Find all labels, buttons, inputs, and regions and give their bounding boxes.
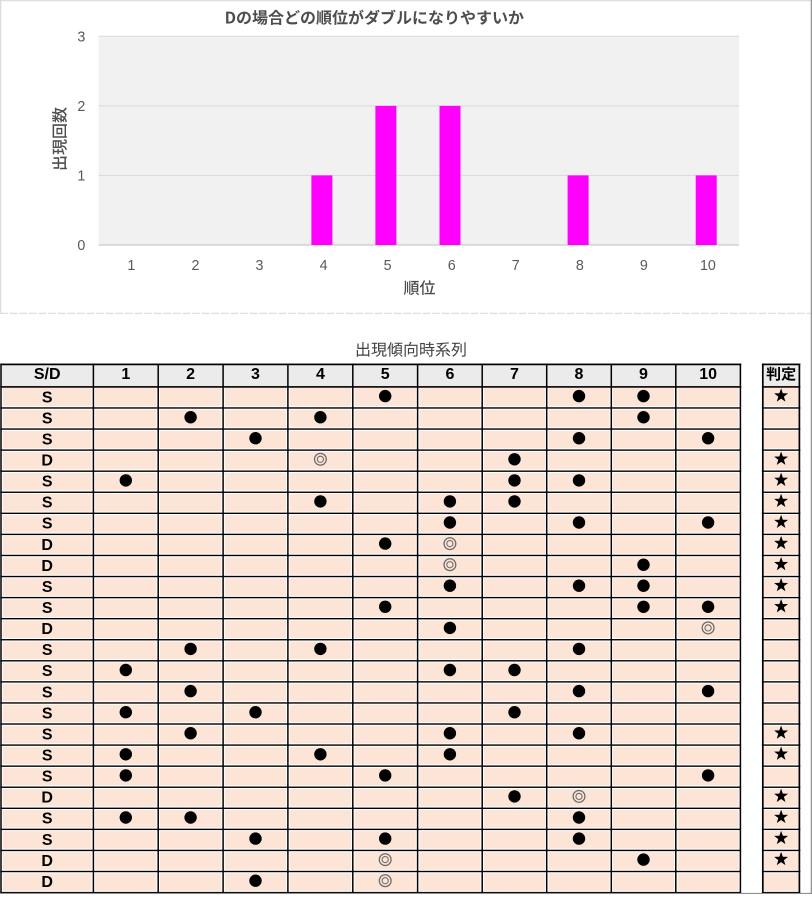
svg-text:3: 3 [256,258,264,274]
svg-text:S: S [42,726,53,743]
svg-text:S: S [42,431,53,448]
svg-text:9: 9 [640,258,648,274]
svg-text:D: D [41,558,53,575]
svg-text:2: 2 [186,366,195,383]
svg-text:10: 10 [699,366,717,383]
svg-text:S: S [42,410,53,427]
svg-text:9: 9 [639,366,648,383]
svg-text:S: S [42,389,53,406]
svg-text:6: 6 [448,258,456,274]
svg-text:3: 3 [251,366,260,383]
svg-text:S: S [42,832,53,849]
svg-text:S/D: S/D [34,366,61,383]
svg-text:D: D [41,537,53,554]
svg-text:S: S [42,811,53,828]
svg-text:10: 10 [700,258,716,274]
svg-text:S: S [42,748,53,765]
svg-text:S: S [42,642,53,659]
svg-text:0: 0 [77,238,85,254]
svg-text:1: 1 [127,258,135,274]
svg-text:5: 5 [384,258,392,274]
svg-text:2: 2 [77,99,85,115]
svg-text:4: 4 [320,258,328,274]
svg-text:S: S [42,579,53,596]
svg-text:8: 8 [576,258,584,274]
svg-text:7: 7 [512,258,520,274]
svg-text:S: S [42,600,53,617]
svg-text:D: D [41,453,53,470]
svg-text:S: S [42,684,53,701]
svg-text:D: D [41,853,53,870]
svg-text:S: S [42,663,53,680]
svg-text:D: D [41,621,53,638]
svg-text:D: D [41,790,53,807]
svg-text:1: 1 [121,366,130,383]
svg-text:5: 5 [381,366,390,383]
svg-text:4: 4 [316,366,325,383]
svg-text:S: S [42,705,53,722]
svg-text:S: S [42,769,53,786]
svg-text:7: 7 [510,366,519,383]
svg-text:3: 3 [77,30,85,46]
svg-text:D: D [41,874,53,891]
svg-text:1: 1 [77,169,85,185]
svg-text:2: 2 [192,258,200,274]
svg-text:S: S [42,495,53,512]
svg-text:S: S [42,516,53,533]
svg-text:8: 8 [575,366,584,383]
svg-text:S: S [42,474,53,491]
svg-text:6: 6 [445,366,454,383]
